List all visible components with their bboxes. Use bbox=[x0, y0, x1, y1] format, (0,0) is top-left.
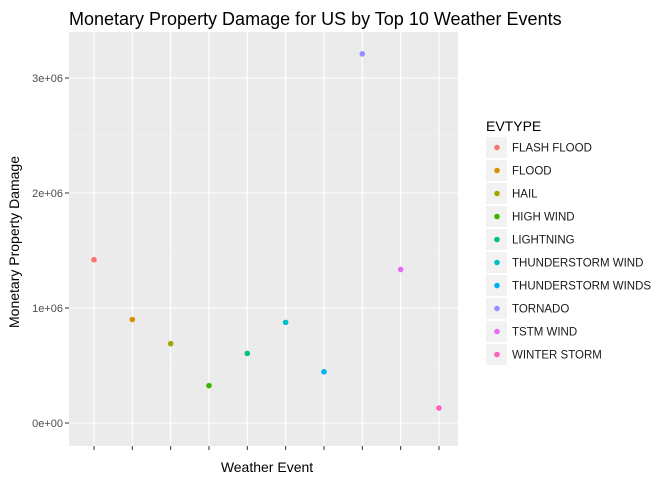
legend-swatch bbox=[494, 259, 500, 266]
legend-swatch bbox=[494, 305, 500, 312]
legend-label: FLASH FLOOD bbox=[512, 143, 592, 155]
data-point bbox=[436, 405, 442, 411]
legend-label: TSTM WIND bbox=[512, 327, 577, 339]
y-axis: 0e+00 1e+06 2e+06 3e+06 bbox=[32, 73, 69, 430]
legend-label: FLOOD bbox=[512, 166, 552, 178]
plot-panel bbox=[69, 32, 458, 446]
y-tick-label: 2e+06 bbox=[32, 188, 63, 200]
data-point bbox=[91, 256, 97, 263]
chart-title: Monetary Property Damage for US by Top 1… bbox=[69, 9, 562, 29]
y-tick-label: 1e+06 bbox=[32, 303, 63, 315]
legend-label: WINTER STORM bbox=[512, 350, 602, 362]
legend-swatch bbox=[494, 213, 500, 220]
y-axis-title: Monetary Property Damage bbox=[6, 156, 22, 328]
legend-swatch bbox=[494, 167, 500, 174]
legend-label: THUNDERSTORM WINDS bbox=[512, 281, 651, 293]
legend-label: THUNDERSTORM WIND bbox=[512, 258, 643, 270]
legend-swatch bbox=[494, 282, 500, 289]
legend-label: TORNADO bbox=[512, 304, 569, 316]
legend-swatch bbox=[494, 190, 500, 197]
legend-label: LIGHTNING bbox=[512, 235, 575, 247]
data-point bbox=[321, 369, 327, 375]
legend-title: EVTYPE bbox=[486, 118, 541, 134]
legend-swatch bbox=[494, 236, 500, 243]
data-point bbox=[129, 316, 136, 323]
legend-swatch bbox=[494, 144, 500, 151]
y-tick-label: 3e+06 bbox=[32, 73, 63, 85]
legend-label: HIGH WIND bbox=[512, 212, 575, 224]
x-axis-ticks bbox=[93, 446, 440, 450]
legend-label: HAIL bbox=[512, 189, 538, 201]
legend-swatch bbox=[494, 328, 500, 335]
data-point bbox=[206, 382, 212, 389]
legend-swatch bbox=[494, 351, 500, 358]
data-point bbox=[282, 319, 289, 326]
data-point bbox=[397, 266, 404, 273]
data-point bbox=[244, 350, 251, 357]
x-axis-title: Weather Event bbox=[221, 459, 313, 475]
data-point bbox=[359, 51, 366, 57]
data-point bbox=[167, 340, 174, 347]
grid-major bbox=[69, 32, 458, 446]
y-tick-label: 0e+00 bbox=[32, 418, 63, 430]
grid-minor bbox=[69, 135, 458, 366]
legend: EVTYPE FLASH FLOOD FLOOD HAIL HIGH WIND LIGH… bbox=[486, 118, 651, 365]
data-points bbox=[91, 51, 442, 411]
